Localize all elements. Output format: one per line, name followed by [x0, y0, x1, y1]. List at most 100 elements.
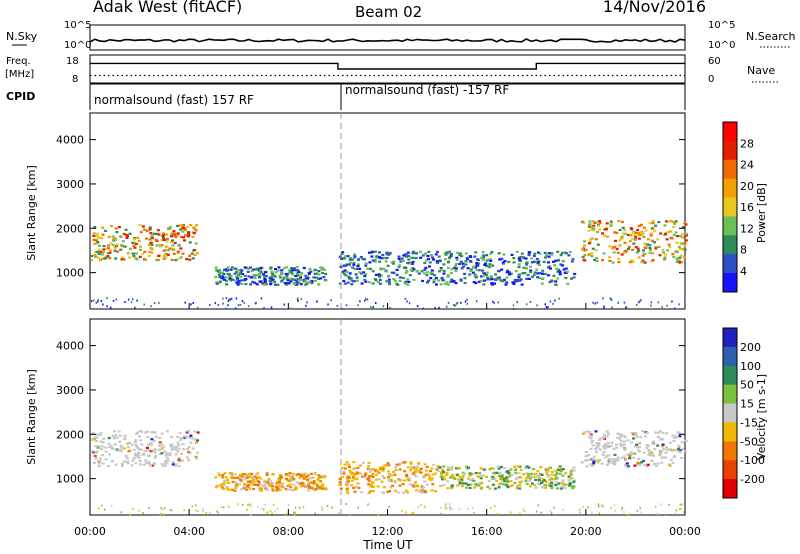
data-cell	[631, 260, 635, 263]
data-cell	[657, 245, 661, 248]
data-cell	[348, 277, 352, 280]
data-cell	[274, 268, 277, 271]
data-cell	[223, 479, 227, 482]
data-cell	[612, 447, 616, 450]
data-cell	[230, 266, 234, 269]
data-cell	[463, 282, 467, 285]
data-cell	[190, 437, 194, 440]
data-cell	[679, 254, 683, 257]
data-cell	[525, 482, 529, 485]
x-tick-label: 00:00	[74, 525, 106, 538]
data-cell	[354, 485, 358, 488]
ground-scatter-cell	[222, 506, 225, 509]
data-cell	[381, 467, 385, 470]
data-cell	[308, 280, 312, 283]
data-cell	[594, 238, 598, 241]
data-cell	[400, 257, 404, 260]
data-cell	[675, 257, 679, 260]
data-cell	[637, 237, 641, 240]
data-cell	[164, 459, 168, 462]
data-cell	[93, 242, 97, 245]
data-cell	[648, 244, 652, 247]
data-cell	[397, 257, 401, 260]
data-cell	[344, 274, 348, 277]
data-cell	[288, 483, 292, 486]
data-cell	[122, 460, 126, 463]
data-cell	[94, 251, 98, 254]
colorbar-tick-label: -15	[740, 416, 758, 429]
data-cell	[168, 227, 172, 230]
data-cell	[677, 449, 681, 452]
data-cell	[287, 474, 291, 477]
data-cell	[497, 252, 501, 255]
ground-scatter-cell	[109, 306, 112, 309]
freq-tick-top: 18	[66, 56, 79, 67]
data-cell	[345, 489, 349, 492]
data-cell	[191, 235, 195, 238]
data-cell	[188, 241, 192, 244]
data-cell	[458, 262, 461, 266]
data-cell	[405, 473, 409, 476]
data-cell	[125, 460, 129, 463]
data-cell	[305, 282, 309, 285]
data-cell	[286, 479, 289, 482]
data-cell	[358, 464, 362, 467]
ground-scatter-cell	[345, 503, 348, 505]
data-cell	[354, 273, 358, 276]
data-cell	[503, 480, 507, 483]
ground-scatter-cell	[405, 511, 407, 514]
data-cell	[120, 464, 124, 467]
ground-scatter-cell	[446, 507, 448, 510]
data-cell	[269, 483, 273, 486]
data-cell	[279, 483, 283, 486]
data-cell	[473, 255, 477, 258]
ground-scatter-cell	[404, 297, 407, 300]
data-cell	[472, 479, 476, 482]
data-cell	[611, 247, 615, 250]
data-cell	[642, 252, 646, 255]
ground-scatter-cell	[250, 514, 252, 517]
data-cell	[237, 269, 241, 272]
data-cell	[190, 252, 194, 255]
ground-scatter-cell	[601, 504, 603, 507]
data-cell	[668, 441, 672, 444]
data-cell	[450, 278, 454, 281]
data-cell	[248, 476, 252, 479]
data-cell	[490, 466, 494, 470]
data-cell	[541, 277, 545, 280]
data-cell	[182, 435, 186, 438]
data-cell	[294, 486, 298, 489]
data-cell	[259, 489, 263, 492]
data-cell	[648, 251, 652, 254]
data-cell	[459, 260, 463, 263]
data-cell	[160, 432, 164, 435]
data-cell	[178, 431, 182, 434]
data-cell	[425, 259, 429, 262]
data-cell	[455, 258, 459, 262]
data-cell	[353, 256, 357, 259]
data-cell	[294, 487, 298, 491]
data-cell	[388, 252, 392, 255]
data-cell	[450, 474, 454, 477]
data-cell	[127, 450, 131, 453]
data-cell	[561, 485, 565, 488]
data-cell	[517, 273, 521, 276]
data-cell	[532, 475, 536, 479]
ground-scatter-cell	[408, 302, 411, 305]
data-cell	[303, 475, 306, 478]
data-cell	[669, 220, 673, 223]
ground-scatter-cell	[537, 504, 540, 507]
data-cell	[529, 271, 533, 274]
data-cell	[191, 257, 195, 260]
data-cell	[291, 273, 295, 276]
data-cell	[249, 482, 253, 485]
data-cell	[238, 473, 242, 476]
data-cell	[556, 277, 560, 280]
data-cell	[350, 473, 354, 476]
data-cell	[221, 473, 225, 477]
data-cell	[306, 474, 310, 477]
data-cell	[184, 228, 187, 231]
data-cell	[585, 430, 589, 433]
data-cell	[153, 456, 157, 459]
